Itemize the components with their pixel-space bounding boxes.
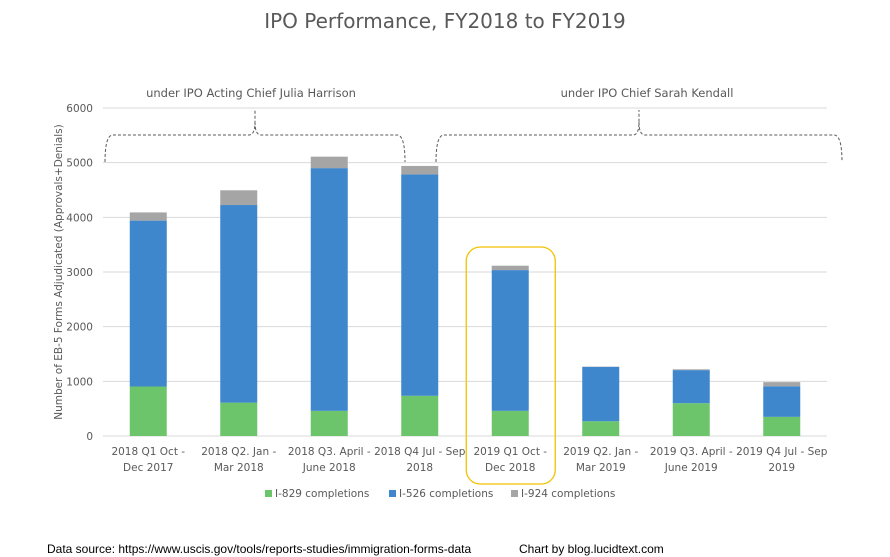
x-tick-label: June 2018: [302, 462, 356, 474]
y-tick-label: 5000: [66, 158, 93, 170]
x-tick-label: Mar 2018: [214, 462, 264, 474]
y-axis-label: Number of EB-5 Forms Adjudicated (Approv…: [53, 124, 65, 419]
x-tick-label: 2018 Q2. Jan -: [201, 446, 276, 458]
bar-i-924-4: [401, 165, 439, 175]
chart-title: IPO Performance, FY2018 to FY2019: [264, 9, 626, 33]
y-tick-label: 2000: [66, 322, 93, 334]
y-tick-label: 3000: [66, 267, 93, 279]
x-tick-label: Mar 2019: [576, 462, 626, 474]
bar-i-924-1: [129, 212, 167, 221]
bar-i-526-3: [310, 168, 348, 411]
bar-i-526-2: [220, 205, 258, 403]
bar-i-526-8: [763, 386, 801, 417]
legend-label: I-829 completions: [275, 488, 369, 500]
annotation-label: under IPO Chief Sarah Kendall: [561, 86, 734, 100]
x-tick-label: 2019 Q1 Oct -: [473, 446, 547, 458]
x-tick-label: 2019: [768, 462, 795, 474]
bar-i-829-5: [491, 410, 529, 436]
y-tick-label: 1000: [66, 376, 93, 388]
bar-i-526-6: [582, 366, 620, 422]
legend-swatch: [265, 490, 272, 497]
x-tick-label: Dec 2017: [123, 462, 173, 474]
legend-label: I-924 completions: [521, 488, 615, 500]
annotation-bracket: [104, 110, 406, 163]
x-tick-label: June 2019: [664, 462, 718, 474]
x-tick-label: 2018: [406, 462, 433, 474]
bar-i-526-5: [491, 270, 529, 411]
x-tick-label: Dec 2018: [485, 462, 535, 474]
bar-i-526-4: [401, 174, 439, 396]
y-tick-label: 0: [86, 431, 93, 443]
highlight-box: [465, 246, 556, 485]
chart-credit-footer: Chart by blog.lucidtext.com: [519, 542, 664, 556]
bar-i-924-8: [763, 382, 801, 387]
bar-i-829-3: [310, 410, 348, 436]
bar-i-924-5: [491, 265, 529, 271]
bar-i-829-2: [220, 402, 258, 436]
annotation-bracket: [435, 110, 843, 163]
x-tick-label: 2019 Q4 Jul - Sep: [736, 446, 828, 458]
bar-i-829-4: [401, 395, 439, 436]
data-source-footer: Data source: https://www.uscis.gov/tools…: [47, 542, 471, 556]
bar-i-924-2: [220, 190, 258, 206]
x-tick-label: 2018 Q4 Jul - Sep: [374, 446, 466, 458]
bar-i-829-8: [763, 416, 801, 436]
annotation-label: under IPO Acting Chief Julia Harrison: [146, 86, 356, 100]
x-tick-label: 2019 Q2. Jan -: [563, 446, 638, 458]
bar-i-829-7: [672, 403, 710, 436]
bar-i-526-1: [129, 220, 167, 387]
legend-swatch: [389, 490, 396, 497]
legend-swatch: [511, 490, 518, 497]
y-tick-label: 6000: [66, 103, 93, 115]
legend-label: I-526 completions: [399, 488, 493, 500]
bar-i-924-7: [672, 369, 710, 371]
bar-i-526-7: [672, 370, 710, 404]
y-tick-label: 4000: [66, 212, 93, 224]
x-tick-label: 2019 Q3. April -: [650, 446, 733, 458]
bar-i-829-6: [582, 421, 620, 436]
bar-i-829-1: [129, 386, 167, 436]
bar-i-924-3: [310, 156, 348, 169]
x-tick-label: 2018 Q1 Oct -: [111, 446, 185, 458]
x-tick-label: 2018 Q3. April -: [288, 446, 371, 458]
